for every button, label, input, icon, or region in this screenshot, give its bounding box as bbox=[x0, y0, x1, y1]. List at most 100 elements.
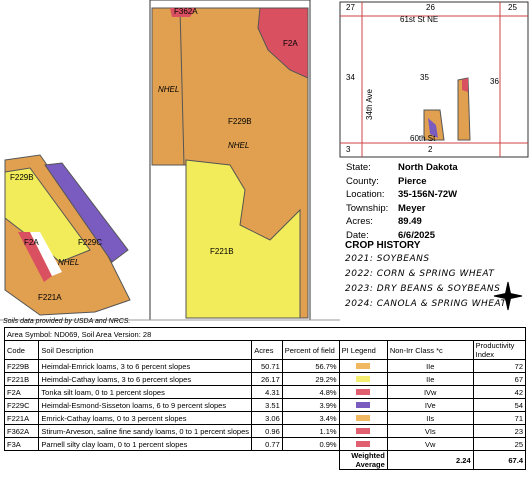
legend-swatch bbox=[356, 440, 371, 447]
road-label: 34th Ave bbox=[365, 88, 374, 120]
cell: 0.9% bbox=[281, 437, 340, 451]
column-header: Acres bbox=[251, 340, 283, 360]
cell: 0.96 bbox=[251, 424, 283, 438]
cell: F3A bbox=[3, 437, 40, 451]
cell: 29.2% bbox=[281, 372, 340, 386]
cell: F229B bbox=[3, 359, 40, 373]
cell: IVe bbox=[386, 398, 474, 412]
cell: 0.77 bbox=[251, 437, 283, 451]
cell: F221B bbox=[3, 372, 40, 386]
section-number: 3 bbox=[346, 145, 351, 154]
legend-swatch bbox=[356, 414, 371, 421]
map-label: F2A bbox=[24, 238, 39, 247]
road-label: 61st St NE bbox=[400, 15, 438, 24]
info-label: County: bbox=[346, 175, 379, 187]
table-row: F221B Heimdal-Cathay loams, 3 to 6 percen… bbox=[3, 372, 527, 386]
cell: Vw bbox=[386, 437, 474, 451]
section-number: 34 bbox=[346, 73, 355, 82]
field-divider bbox=[179, 7, 185, 166]
legend-cell bbox=[338, 359, 388, 373]
cell: F221A bbox=[3, 411, 40, 425]
crop-entry: 2023: DRY BEANS & SOYBEANS bbox=[345, 284, 501, 294]
cell: F2A bbox=[3, 385, 40, 399]
section-number: 26 bbox=[426, 3, 435, 12]
header-row: Code Soil Description Acres Percent of fiel… bbox=[3, 340, 527, 360]
blank bbox=[5, 451, 340, 470]
footer-value: 67.4 bbox=[472, 450, 527, 470]
footer-label: Weighted Average bbox=[338, 450, 388, 470]
info-value: North Dakota bbox=[398, 162, 458, 173]
cell: Heimdal-Emrick loams, 3 to 6 percent slo… bbox=[38, 359, 253, 373]
soil-f2a bbox=[257, 7, 309, 79]
credit: Soils data provided by USDA and NRCS. bbox=[3, 318, 131, 325]
soil-table: Area Symbol: ND069, Soil Area Version: 2… bbox=[3, 327, 527, 470]
info-label: Acres: bbox=[346, 216, 373, 227]
section-number: 25 bbox=[508, 3, 517, 12]
legend-cell bbox=[338, 424, 388, 438]
footer-row: Weighted Average 2.24 67.4 bbox=[5, 450, 527, 470]
crop-entry: 2024: CANOLA & SPRING WHEAT bbox=[345, 299, 507, 309]
legend-swatch bbox=[356, 362, 371, 369]
cell: 3.06 bbox=[251, 411, 283, 425]
section-number: 27 bbox=[346, 3, 355, 12]
info-value: 35-156N-72W bbox=[398, 189, 458, 200]
cell: 4.8% bbox=[281, 385, 340, 399]
column-header: PI Legend bbox=[338, 340, 388, 360]
locator-soil bbox=[462, 78, 468, 92]
map-label: NHEL bbox=[58, 258, 79, 267]
info-value: 89.49 bbox=[398, 216, 422, 227]
cell: 67 bbox=[472, 372, 527, 386]
legend-swatch bbox=[356, 401, 371, 408]
table-row: F229B Heimdal-Emrick loams, 3 to 6 percen… bbox=[3, 359, 527, 373]
cell: 3.9% bbox=[281, 398, 340, 412]
strip bbox=[30, 232, 62, 276]
cell: 56.7% bbox=[281, 359, 340, 373]
legend-swatch bbox=[356, 427, 371, 434]
cell: 26.17 bbox=[251, 372, 283, 386]
column-header: Non-Irr Class *c bbox=[386, 340, 474, 360]
column-header: Productivity Index bbox=[472, 340, 527, 360]
legend-cell bbox=[338, 398, 388, 412]
soil-yellow bbox=[4, 167, 91, 263]
section-number: 35 bbox=[420, 73, 429, 82]
legend-cell bbox=[338, 437, 388, 451]
legend-cell bbox=[338, 385, 388, 399]
area: Area Symbol: ND069, Soil Area Version: 2… bbox=[4, 327, 526, 341]
cell: 23 bbox=[472, 424, 527, 438]
legend-cell bbox=[338, 411, 388, 425]
info-label: State: bbox=[346, 162, 371, 173]
cell: 3.51 bbox=[251, 398, 283, 412]
legend-swatch bbox=[356, 375, 371, 382]
info-label: Township: bbox=[346, 202, 389, 214]
cell: IVw bbox=[386, 385, 474, 399]
section-number: 2 bbox=[428, 145, 433, 154]
cell: 72 bbox=[472, 359, 527, 373]
cell: 54 bbox=[472, 398, 527, 412]
soil-f362a bbox=[170, 8, 196, 17]
cell: Emrick-Cathay loams, 0 to 3 percent slop… bbox=[38, 411, 253, 425]
cell: Heimdal-Esmond-Sisseton loams, 6 to 9 pe… bbox=[38, 398, 253, 412]
road-label: 60th St bbox=[410, 134, 436, 143]
cell: 50.71 bbox=[251, 359, 283, 373]
compass bbox=[493, 281, 523, 311]
cell: IIs bbox=[386, 411, 474, 425]
cell: Parnell silty clay loam, 0 to 1 percent … bbox=[38, 437, 253, 451]
cell: 42 bbox=[472, 385, 527, 399]
info-value: Meyer bbox=[398, 202, 426, 214]
map-label: F2A bbox=[283, 39, 298, 48]
info-label: Location: bbox=[346, 189, 385, 200]
map-label: F362A bbox=[174, 7, 198, 16]
column-header: Soil Description bbox=[38, 340, 253, 360]
map-label: F229C bbox=[78, 238, 102, 247]
table-row: F229C Heimdal-Esmond-Sisseton loams, 6 to… bbox=[3, 398, 527, 412]
locator-field bbox=[457, 77, 471, 141]
info-label: Date: bbox=[346, 229, 369, 241]
footer-value: 2.24 bbox=[386, 450, 474, 470]
cell: 71 bbox=[472, 411, 527, 425]
column-header: Percent of field bbox=[281, 340, 340, 360]
cell: Heimdal-Cathay loams, 3 to 6 percent slo… bbox=[38, 372, 253, 386]
table-row: F2A Tonka silt loam, 0 to 1 percent slope… bbox=[3, 385, 527, 399]
map-label: F229B bbox=[10, 173, 34, 182]
cell: F362A bbox=[3, 424, 40, 438]
maps: F362A F2A NHEL F229B NHEL F221B F229B F2A F229C N… bbox=[0, 0, 529, 321]
